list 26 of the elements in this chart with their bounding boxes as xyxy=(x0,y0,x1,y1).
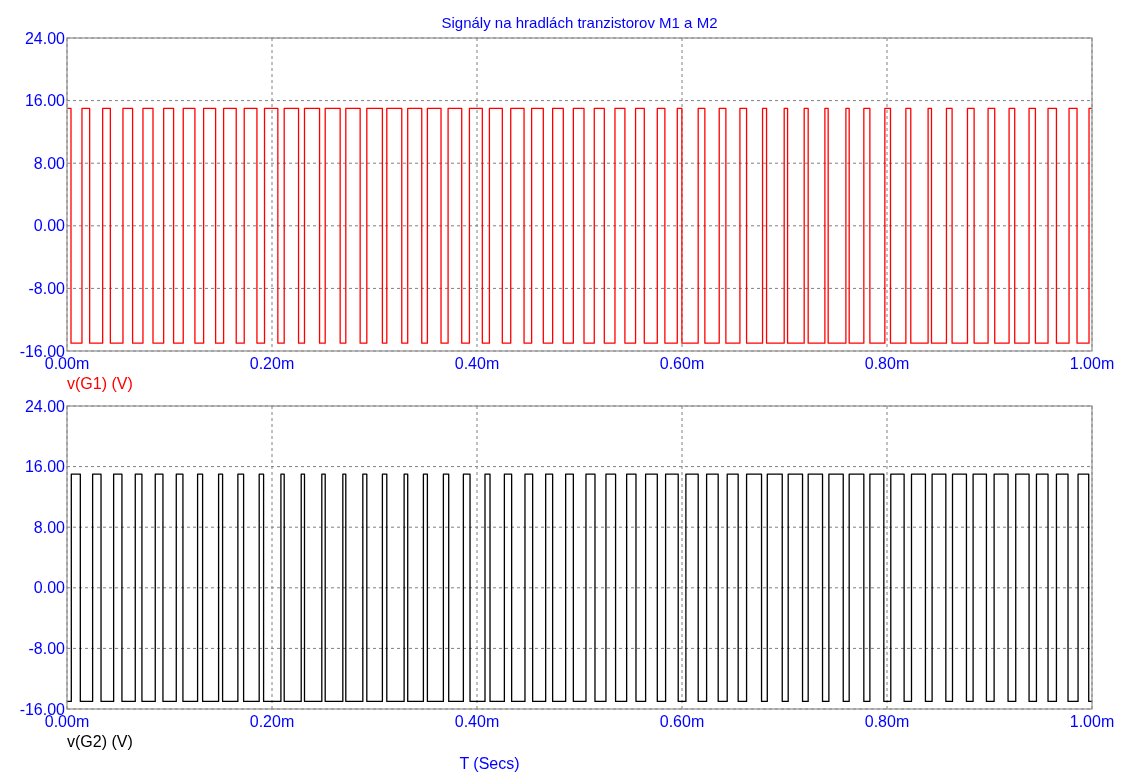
series-label: v(G1) (V) xyxy=(67,375,133,392)
x-tick-label: 1.00m xyxy=(1069,355,1115,372)
y-tick-label: 0.00 xyxy=(33,217,66,235)
x-tick-label: 0.60m xyxy=(659,713,705,730)
y-tick-label: 24.00 xyxy=(24,397,66,415)
y-tick-label: -8.00 xyxy=(28,280,66,297)
y-tick-label: 8.00 xyxy=(33,518,66,536)
x-tick-label: 1.00m xyxy=(1069,713,1115,730)
x-tick-label: 0.60m xyxy=(659,355,705,372)
y-tick-label: -8.00 xyxy=(28,640,66,657)
x-tick-label: 0.00m xyxy=(44,713,90,730)
x-axis-title: T (Secs) xyxy=(459,755,520,772)
x-tick-label: 0.80m xyxy=(864,355,910,372)
x-tick-label: 0.20m xyxy=(249,355,295,372)
x-tick-label: 0.20m xyxy=(249,713,295,730)
y-tick-label: 0.00 xyxy=(33,579,66,597)
x-tick-label: 0.80m xyxy=(864,713,910,730)
y-tick-label: 24.00 xyxy=(24,29,66,47)
x-tick-label: 0.00m xyxy=(44,355,90,372)
y-tick-label: 16.00 xyxy=(24,458,66,476)
y-tick-label: 16.00 xyxy=(24,92,66,110)
x-tick-label: 0.40m xyxy=(454,713,500,730)
x-tick-label: 0.40m xyxy=(454,355,500,372)
chart-title: Signály na hradlách tranzistorov M1 a M2 xyxy=(441,14,718,31)
series-label: v(G2) (V) xyxy=(67,733,133,750)
y-tick-label: 8.00 xyxy=(33,154,66,172)
